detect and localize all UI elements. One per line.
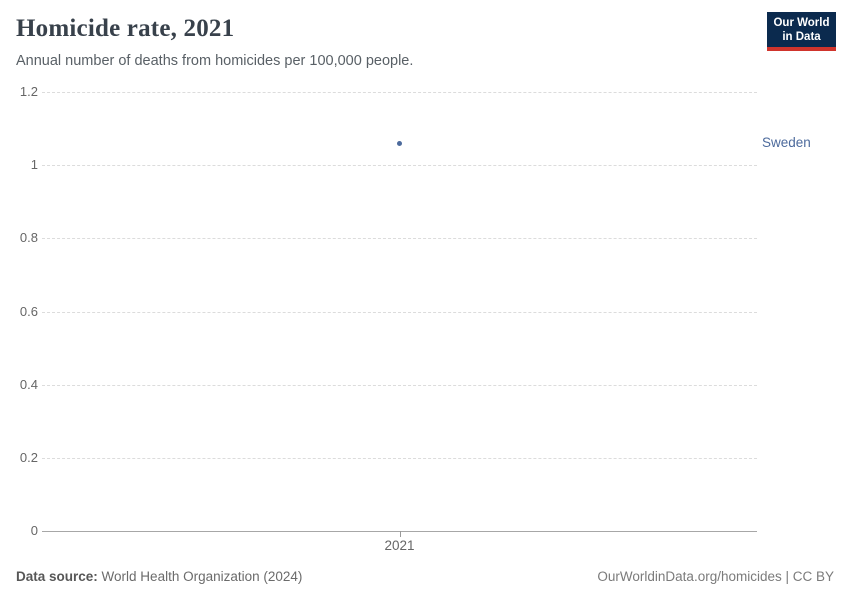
y-tick-label: 1 (30, 157, 38, 173)
owid-logo-line2: in Data (782, 31, 821, 44)
gridline (42, 165, 757, 167)
data-source-value: World Health Organization (2024) (101, 569, 303, 584)
data-source-note: Data source: World Health Organization (… (16, 569, 302, 584)
owid-logo[interactable]: Our World in Data (767, 12, 836, 51)
gridline (42, 311, 757, 313)
gridline (42, 457, 757, 459)
credit-link[interactable]: OurWorldinData.org/homicides | CC BY (597, 569, 834, 584)
entity-label-sweden[interactable]: Sweden (762, 135, 811, 151)
gridline (42, 384, 757, 386)
y-tick-label: 1.2 (19, 84, 38, 99)
gridline (42, 92, 757, 93)
chart-subtitle: Annual number of deaths from homicides p… (16, 53, 414, 69)
data-point-sweden[interactable] (397, 140, 402, 146)
y-tick-label: 0 (30, 523, 38, 538)
y-tick-label: 0.6 (19, 303, 38, 319)
owid-logo-line1: Our World (773, 17, 830, 29)
gridline (42, 238, 757, 240)
x-tick-label: 2021 (384, 538, 415, 553)
y-tick-label: 0.8 (19, 230, 38, 246)
y-tick-label: 0.4 (19, 376, 38, 392)
data-source-label: Data source: (16, 569, 98, 584)
y-tick-label: 0.2 (19, 449, 38, 465)
chart-title: Homicide rate, 2021 (16, 15, 235, 42)
x-tick-mark (399, 531, 401, 537)
